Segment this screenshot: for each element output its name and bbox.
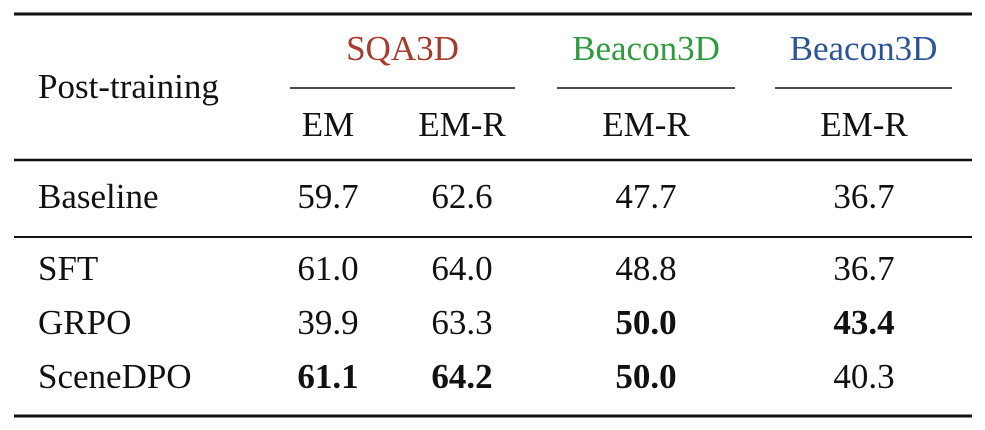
cell: 36.7 bbox=[833, 249, 894, 288]
cell: 61.1 bbox=[297, 357, 358, 396]
cell: 47.7 bbox=[615, 177, 676, 216]
cell: 59.7 bbox=[297, 177, 358, 216]
row-label: GRPO bbox=[38, 303, 131, 342]
cell: 62.6 bbox=[431, 177, 492, 216]
cell: 61.0 bbox=[297, 249, 358, 288]
column-header: EM-R bbox=[602, 105, 690, 144]
cell: 63.3 bbox=[431, 303, 492, 342]
group-header: SQA3D bbox=[346, 29, 459, 68]
cell: 36.7 bbox=[833, 177, 894, 216]
cell: 64.2 bbox=[431, 357, 492, 396]
group-header: Beacon3D bbox=[790, 29, 938, 68]
cell: 40.3 bbox=[833, 357, 894, 396]
cell: 64.0 bbox=[431, 249, 492, 288]
cell: 43.4 bbox=[833, 303, 894, 342]
row-header: Post-training bbox=[38, 67, 219, 106]
cell: 50.0 bbox=[615, 357, 676, 396]
cell: 48.8 bbox=[615, 249, 676, 288]
row-label: SFT bbox=[38, 249, 98, 288]
cell: 39.9 bbox=[297, 303, 358, 342]
row-label: Baseline bbox=[38, 177, 159, 216]
column-header: EM bbox=[302, 105, 355, 144]
row-label: SceneDPO bbox=[38, 357, 192, 396]
group-header: Beacon3D bbox=[572, 29, 720, 68]
cell: 50.0 bbox=[615, 303, 676, 342]
column-header: EM-R bbox=[418, 105, 506, 144]
column-header: EM-R bbox=[820, 105, 908, 144]
